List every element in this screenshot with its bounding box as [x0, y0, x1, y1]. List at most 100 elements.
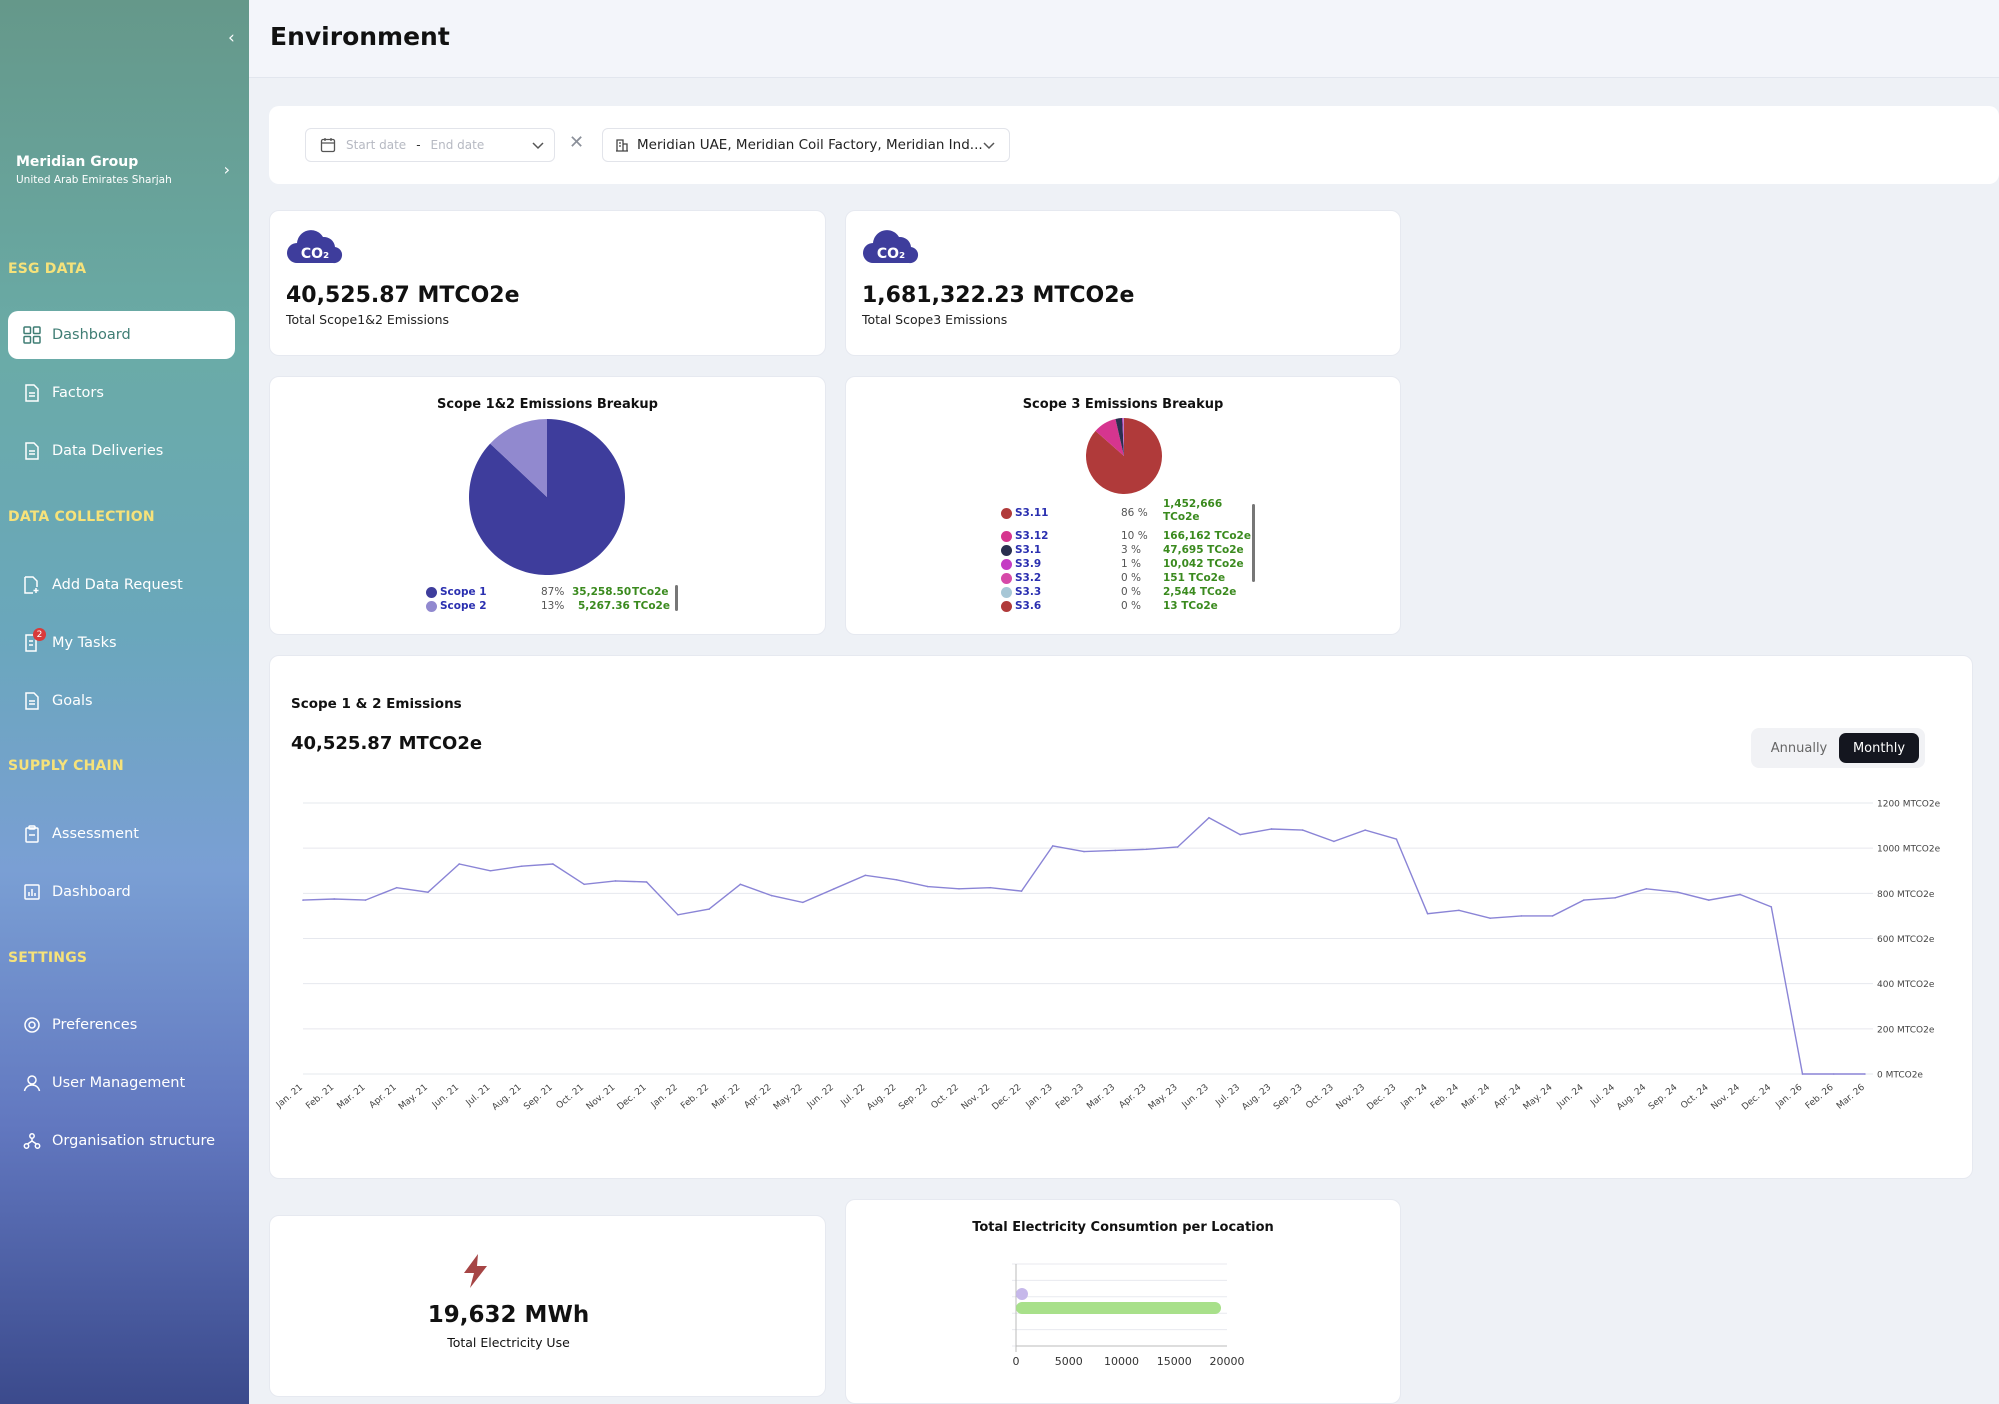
sidebar-item-label: Goals	[52, 693, 93, 709]
legend-pct: 13%	[541, 600, 565, 612]
legend-name: S3.3	[1015, 586, 1042, 598]
sidebar-item-preferences[interactable]: Preferences	[8, 1001, 235, 1049]
date-range-picker[interactable]: Start date - End date	[305, 128, 555, 162]
legend-row-scope2: Scope 2 13% 5,267.36 TCo2e	[426, 600, 726, 614]
sidebar-item-organisation-structure[interactable]: Organisation structure	[8, 1117, 235, 1165]
y-tick-label: 200 MTCO2e	[1877, 1025, 1935, 1035]
data-point	[552, 863, 554, 865]
sidebar-item-label: User Management	[52, 1075, 186, 1091]
sidebar-item-my-tasks[interactable]: 2 My Tasks	[8, 619, 235, 667]
legend-value: 5,267.36 TCo2e	[578, 600, 670, 612]
org-switcher[interactable]: Meridian Group United Arab Emirates Shar…	[16, 154, 236, 186]
data-point	[739, 883, 742, 886]
toggle-annually[interactable]: Annually	[1770, 740, 1828, 756]
data-point	[1051, 845, 1054, 847]
sidebar-item-data-deliveries[interactable]: Data Deliveries	[8, 427, 235, 475]
legend-value: 35,258.50	[572, 586, 632, 598]
x-tick-label: Apr. 23	[1118, 1083, 1149, 1111]
data-point	[1614, 897, 1616, 899]
sidebar-item-label: Preferences	[52, 1017, 138, 1033]
task-count-badge: 2	[33, 628, 46, 641]
x-tick-label: Jun. 21	[430, 1083, 461, 1111]
data-point	[1364, 829, 1366, 831]
data-point	[1083, 850, 1085, 853]
y-tick-label: 1200 MTCO2e	[1877, 800, 1941, 810]
end-date-input[interactable]: End date	[430, 138, 485, 152]
data-point	[1426, 912, 1429, 915]
legend-dot-scope1	[426, 587, 437, 598]
tasks-icon: 2	[22, 628, 46, 653]
x-tick-label: May. 21	[397, 1083, 430, 1113]
data-point	[770, 894, 773, 897]
sidebar-item-label: Dashboard	[52, 327, 131, 343]
data-point	[1458, 909, 1460, 912]
x-tick-label: Jan. 24	[1399, 1082, 1430, 1110]
data-point	[1301, 829, 1304, 831]
y-tick-label: 400 MTCO2e	[1877, 980, 1935, 990]
legend-scrollbar[interactable]	[675, 585, 678, 611]
sidebar-item-assessment[interactable]: Assessment	[8, 810, 235, 858]
location-select[interactable]: Meridian UAE, Meridian Coil Factory, Mer…	[602, 128, 1010, 162]
sidebar-item-label: Factors	[52, 385, 104, 401]
start-date-input[interactable]: Start date	[346, 138, 407, 152]
x-tick-label: Mar. 23	[1085, 1083, 1117, 1112]
data-point	[895, 878, 898, 881]
hierarchy-icon	[22, 1131, 42, 1151]
data-point	[645, 881, 648, 883]
location-select-value: Meridian UAE, Meridian Coil Factory, Mer…	[637, 137, 983, 153]
legend-value: 151 TCo2e	[1163, 572, 1226, 584]
data-point	[1676, 891, 1679, 894]
x-tick-label: Oct. 24	[1679, 1082, 1711, 1111]
x-tick-label: Jun. 22	[805, 1083, 836, 1111]
data-point	[1208, 816, 1210, 819]
x-tick-label: Aug. 21	[491, 1083, 524, 1113]
data-point	[958, 888, 960, 890]
x-tick-label: Nov. 24	[1709, 1082, 1742, 1112]
x-tick-label: 15000	[1157, 1355, 1192, 1368]
data-point	[1583, 899, 1585, 901]
data-point	[614, 880, 617, 882]
clear-date-icon[interactable]: ✕	[569, 132, 585, 153]
x-tick-label: Mar. 21	[335, 1083, 367, 1112]
collapse-sidebar-icon[interactable]: ‹	[228, 28, 235, 48]
data-point	[489, 869, 492, 872]
legend-name: Scope 2	[440, 600, 487, 612]
document-icon	[22, 383, 42, 403]
grid-icon	[22, 325, 42, 345]
sidebar-item-dashboard[interactable]: Dashboard	[8, 311, 235, 359]
x-tick-label: 5000	[1055, 1355, 1083, 1368]
scope3-total-label: Total Scope3 Emissions	[862, 312, 1008, 327]
x-tick-label: Mar. 26	[1835, 1082, 1867, 1111]
data-point	[927, 885, 929, 888]
sidebar: ‹ Meridian Group United Arab Emirates Sh…	[0, 0, 249, 1404]
data-point	[1770, 906, 1773, 908]
x-tick-label: May. 22	[772, 1083, 805, 1113]
emissions-chart-title: Scope 1 & 2 Emissions	[291, 696, 462, 712]
x-tick-label: Nov. 23	[1335, 1083, 1368, 1113]
sidebar-item-add-data-request[interactable]: Add Data Request	[8, 561, 235, 609]
sidebar-item-goals[interactable]: Goals	[8, 677, 235, 725]
calendar-icon	[320, 137, 336, 153]
x-tick-label: Jan. 21	[274, 1083, 305, 1111]
x-tick-label: Feb. 24	[1429, 1082, 1461, 1111]
data-point	[1333, 840, 1335, 843]
legend-pct: 1 %	[1121, 558, 1141, 570]
x-tick-label: Jan. 23	[1024, 1083, 1055, 1111]
sidebar-item-supply-dashboard[interactable]: Dashboard	[8, 868, 235, 916]
x-tick-label: Dec. 23	[1365, 1083, 1398, 1113]
toggle-monthly[interactable]: Monthly	[1839, 733, 1919, 763]
scope3-breakup-title: Scope 3 Emissions Breakup	[1022, 397, 1224, 412]
legend-pct: 0 %	[1121, 600, 1141, 612]
legend-scrollbar[interactable]	[1252, 504, 1255, 582]
document-icon	[22, 441, 42, 461]
legend-row-s3-11: S3.11 86 % 1,452,666 TCo2e	[1001, 498, 1261, 523]
x-tick-label: Jul. 22	[839, 1083, 868, 1109]
legend-row-scope1: Scope 1 87% 35,258.50 TCo2e	[426, 586, 726, 600]
data-point	[1551, 915, 1554, 917]
sidebar-item-user-management[interactable]: User Management	[8, 1059, 235, 1107]
data-point	[302, 899, 304, 901]
x-tick-label: Dec. 21	[616, 1083, 649, 1113]
legend-dot	[1001, 531, 1012, 542]
sidebar-item-factors[interactable]: Factors	[8, 369, 235, 417]
data-point	[1145, 848, 1148, 851]
